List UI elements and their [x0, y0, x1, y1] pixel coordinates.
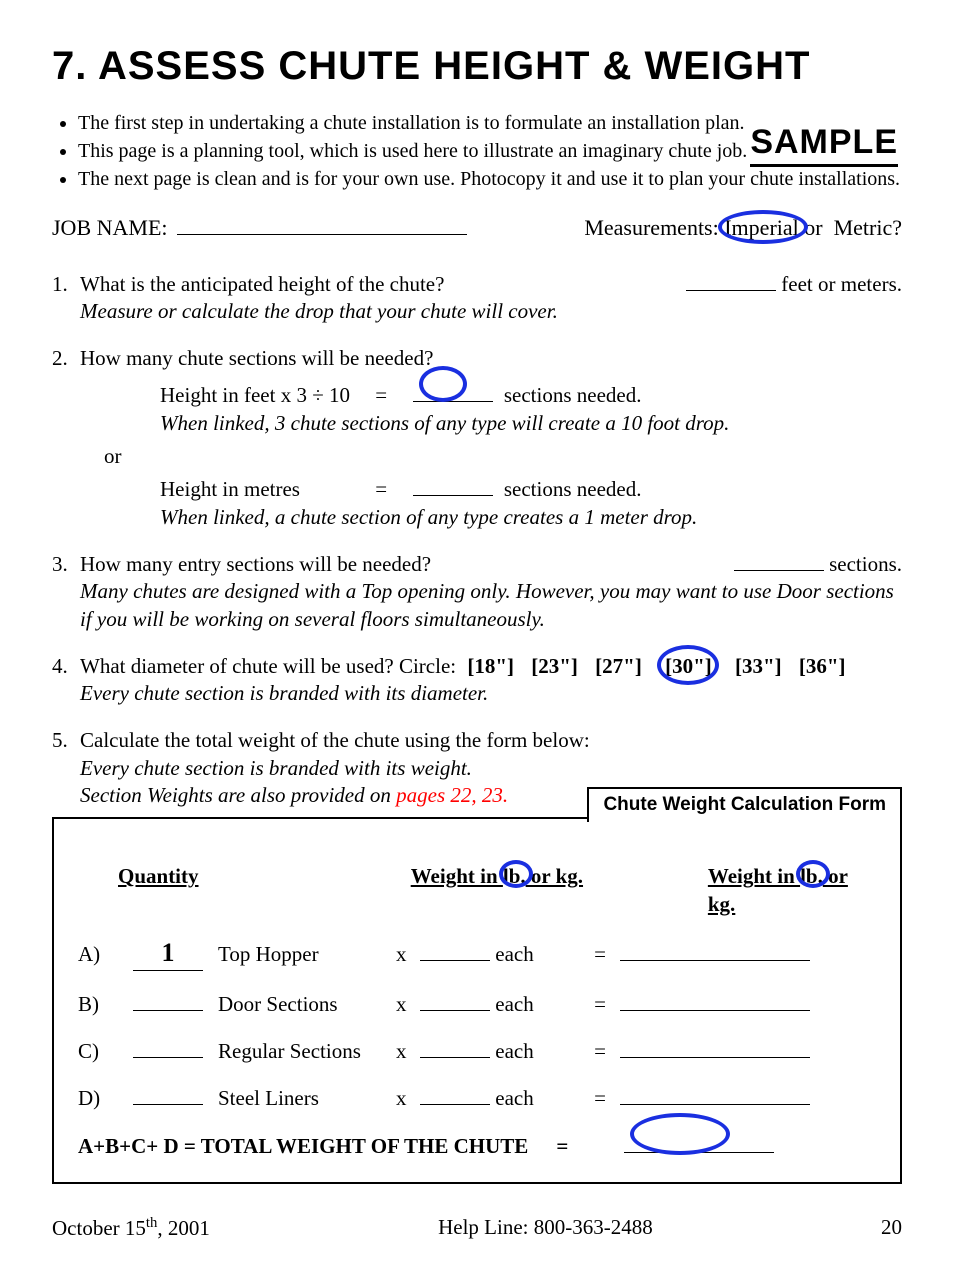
q2-sections-needed: sections needed.: [504, 383, 642, 407]
diam-18[interactable]: [18"]: [467, 654, 514, 678]
row-c-total[interactable]: [620, 1057, 810, 1058]
row-c-x: x: [396, 1038, 420, 1065]
row-b: B) Door Sections x each =: [78, 991, 876, 1018]
total-label: A+B+C+ D = TOTAL WEIGHT OF THE CHUTE: [78, 1133, 528, 1160]
head-weight-total: Weight in lb. or kg.: [708, 863, 876, 918]
q2-text: How many chute sections will be needed?: [80, 345, 902, 372]
sample-badge: SAMPLE: [750, 120, 898, 167]
row-a: A) 1 Top Hopper x each =: [78, 936, 876, 971]
row-b-qty[interactable]: [133, 1010, 203, 1011]
form-header-row: Quantity Weight in lb. or kg. Weight in …: [78, 863, 876, 918]
metric-option[interactable]: Metric?: [834, 215, 902, 240]
row-c-eq: =: [580, 1038, 620, 1065]
q3-blank[interactable]: [734, 570, 824, 571]
row-a-each[interactable]: [420, 960, 490, 961]
q2-sections-needed-2: sections needed.: [504, 477, 642, 501]
question-2: 2. How many chute sections will be neede…: [52, 345, 902, 531]
row-b-total[interactable]: [620, 1010, 810, 1011]
row-c-qty[interactable]: [133, 1057, 203, 1058]
q2-feet-formula: Height in feet x 3 ÷ 10: [160, 382, 370, 409]
row-b-eq: =: [580, 991, 620, 1018]
q3-text: How many entry sections will be needed?: [80, 551, 431, 578]
q2-equals: =: [375, 383, 387, 407]
q3-units: sections.: [829, 552, 902, 576]
row-c: C) Regular Sections x each =: [78, 1038, 876, 1065]
row-d-total[interactable]: [620, 1104, 810, 1105]
footer-date: October 15th, 2001: [52, 1214, 210, 1242]
job-name-field: JOB NAME:: [52, 214, 467, 243]
total-eq: =: [540, 1133, 584, 1160]
row-d-desc: Steel Liners: [218, 1085, 396, 1112]
q3-note: Many chutes are designed with a Top open…: [80, 578, 902, 633]
row-d-x: x: [396, 1085, 420, 1112]
head-quantity: Quantity: [118, 863, 255, 918]
page-footer: October 15th, 2001 Help Line: 800-363-24…: [52, 1214, 902, 1242]
q2-metres-formula: Height in metres: [160, 476, 370, 503]
q2-metres-note: When linked, a chute section of any type…: [160, 504, 902, 531]
q4-note: Every chute section is branded with its …: [80, 680, 902, 707]
q1-number: 1.: [52, 271, 80, 326]
row-b-label: B): [78, 991, 118, 1018]
row-d-qty[interactable]: [133, 1104, 203, 1105]
q5-number: 5.: [52, 727, 80, 809]
head-weight-each: Weight in lb. or kg.: [411, 863, 626, 918]
q4-number: 4.: [52, 653, 80, 708]
q5-text: Calculate the total weight of the chute …: [80, 727, 902, 754]
grand-total-blank[interactable]: [624, 1152, 774, 1153]
imperial-option[interactable]: Imperial: [724, 215, 799, 240]
row-a-label: A): [78, 941, 118, 968]
row-b-x: x: [396, 991, 420, 1018]
or-text: or: [804, 215, 822, 240]
q1-text: What is the anticipated height of the ch…: [80, 271, 444, 298]
q1-note: Measure or calculate the drop that your …: [80, 298, 902, 325]
q3-number: 3.: [52, 551, 80, 633]
q5-note1: Every chute section is branded with its …: [80, 755, 902, 782]
row-a-x: x: [396, 941, 420, 968]
diam-33[interactable]: [33"]: [735, 654, 782, 678]
q2-or: or: [104, 443, 902, 470]
diam-30[interactable]: [30"]: [665, 654, 712, 678]
page-title: 7. ASSESS CHUTE HEIGHT & WEIGHT: [52, 40, 902, 92]
row-b-desc: Door Sections: [218, 991, 396, 1018]
diam-27[interactable]: [27"]: [595, 654, 642, 678]
job-name-label: JOB NAME:: [52, 215, 168, 240]
footer-page-number: 20: [881, 1214, 902, 1242]
job-name-blank[interactable]: [177, 234, 467, 235]
measurements-choice: Measurements: Imperial or Metric?: [584, 214, 902, 243]
q4-text: What diameter of chute will be used? Cir…: [80, 654, 456, 678]
row-d: D) Steel Liners x each =: [78, 1085, 876, 1112]
bullet-item: The next page is clean and is for your o…: [78, 166, 902, 192]
question-3: 3. How many entry sections will be neede…: [52, 551, 902, 633]
question-1: 1. What is the anticipated height of the…: [52, 271, 902, 326]
diam-23[interactable]: [23"]: [531, 654, 578, 678]
row-a-total[interactable]: [620, 960, 810, 961]
footer-helpline: Help Line: 800-363-2488: [438, 1214, 653, 1242]
form-tab-title: Chute Weight Calculation Form: [587, 787, 902, 822]
row-a-desc: Top Hopper: [218, 941, 396, 968]
q1-blank[interactable]: [686, 290, 776, 291]
q2-number: 2.: [52, 345, 80, 531]
question-4: 4. What diameter of chute will be used? …: [52, 653, 902, 708]
q2-feet-note: When linked, 3 chute sections of any typ…: [160, 410, 902, 437]
diam-36[interactable]: [36"]: [799, 654, 846, 678]
weight-calc-form: Chute Weight Calculation Form Quantity W…: [52, 817, 902, 1184]
q2-feet-blank[interactable]: [413, 401, 493, 402]
total-row: A+B+C+ D = TOTAL WEIGHT OF THE CHUTE =: [78, 1133, 876, 1160]
row-d-each[interactable]: [420, 1104, 490, 1105]
row-c-desc: Regular Sections: [218, 1038, 396, 1065]
diameter-options: [18"] [23"] [27"] [30"] [33"] [36"]: [461, 654, 851, 678]
row-b-each[interactable]: [420, 1010, 490, 1011]
row-c-each[interactable]: [420, 1057, 490, 1058]
row-c-label: C): [78, 1038, 118, 1065]
q1-units: feet or meters.: [781, 272, 902, 296]
row-a-qty[interactable]: 1: [133, 936, 203, 971]
q2-equals-2: =: [375, 477, 387, 501]
row-a-eq: =: [580, 941, 620, 968]
measurements-label: Measurements:: [584, 215, 718, 240]
page-ref-red: pages 22, 23.: [396, 783, 508, 807]
q2-metres-blank[interactable]: [413, 495, 493, 496]
row-d-label: D): [78, 1085, 118, 1112]
row-d-eq: =: [580, 1085, 620, 1112]
